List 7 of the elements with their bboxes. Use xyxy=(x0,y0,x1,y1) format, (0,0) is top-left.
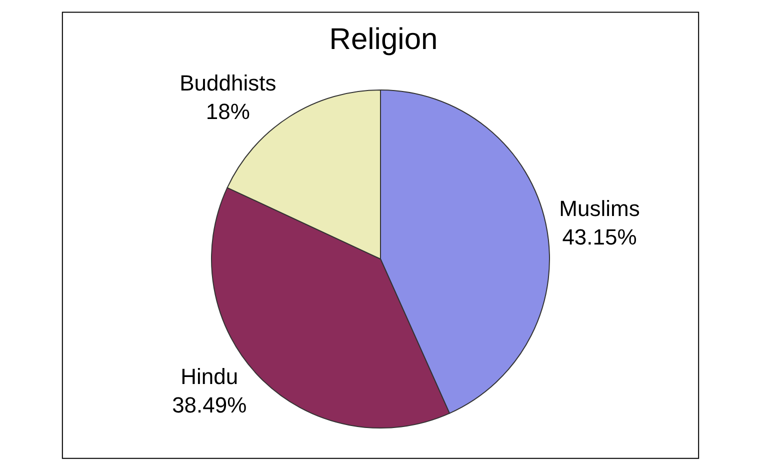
slice-label: Muslims xyxy=(559,196,640,221)
data-label: 43.15% xyxy=(562,224,637,250)
data-label: 18% xyxy=(206,99,250,124)
data-label: 38.49% xyxy=(172,392,247,418)
slice-label: Buddhists xyxy=(180,70,276,96)
chart-title: Religion xyxy=(329,23,438,56)
slice-label: Hindu xyxy=(180,364,238,389)
